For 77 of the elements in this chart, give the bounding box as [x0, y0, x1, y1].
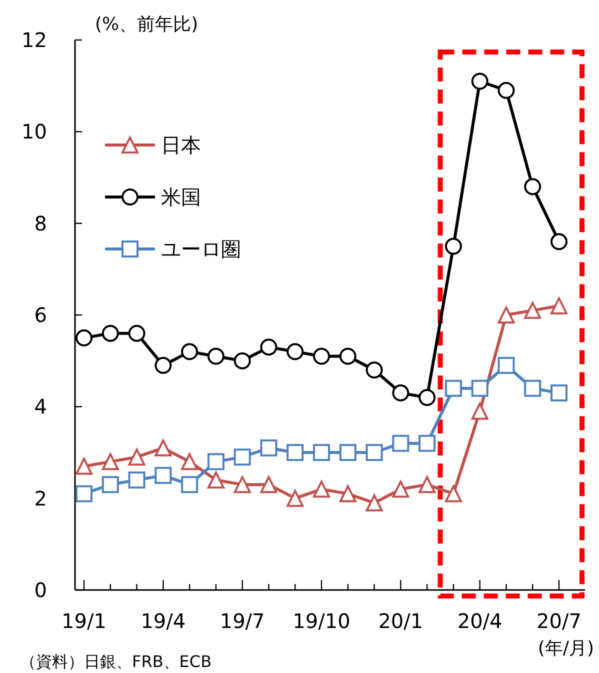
point: [286, 343, 304, 360]
point: [471, 402, 488, 420]
point: [260, 338, 278, 356]
y-tick-label: 6: [34, 303, 47, 327]
point: [313, 444, 330, 461]
point: [76, 458, 92, 475]
point: [260, 439, 278, 456]
point: [444, 485, 462, 502]
point: [102, 453, 119, 470]
y-tick-label: 0: [34, 578, 47, 602]
x-tick-label: 20/4: [457, 609, 502, 633]
point: [234, 352, 251, 370]
point: [154, 356, 172, 374]
point: [128, 448, 146, 466]
point: [154, 439, 172, 456]
y-tick-label: 2: [34, 486, 47, 510]
point: [234, 476, 251, 494]
point: [339, 348, 356, 365]
legend-label: ユーロ圏: [161, 237, 241, 261]
point: [392, 434, 410, 452]
point: [154, 466, 172, 484]
point: [76, 329, 92, 346]
point: [498, 356, 515, 374]
y-tick-label: 8: [34, 211, 47, 236]
point: [207, 472, 224, 488]
point: [418, 476, 436, 494]
point: [392, 480, 410, 498]
point: [550, 384, 568, 402]
point: [550, 297, 568, 314]
y-axis-title: (%、前年比): [95, 14, 198, 35]
point: [260, 476, 278, 494]
point: [366, 444, 383, 461]
point: [524, 380, 542, 397]
point: [181, 343, 198, 360]
point: [181, 453, 198, 470]
x-tick-label: 19/4: [140, 609, 186, 633]
point: [418, 434, 436, 452]
point: [524, 302, 542, 319]
x-tick-label: 19/10: [292, 609, 350, 633]
point: [313, 348, 330, 365]
point: [207, 348, 224, 365]
legend-label: 日本: [161, 133, 201, 157]
point: [471, 72, 488, 90]
point: [444, 238, 462, 255]
point: [550, 233, 568, 250]
text: （資料）日銀、FRB、ECB: [20, 652, 212, 671]
point: [339, 444, 356, 461]
point: [471, 380, 488, 397]
point: [392, 384, 410, 402]
point: [366, 494, 383, 512]
x-axis-title: (年/月): [538, 638, 594, 659]
point: [498, 306, 515, 324]
point: [286, 444, 304, 461]
point: [339, 485, 356, 502]
x-tick-label: 20/1: [378, 609, 424, 633]
legend-label: 米国: [161, 185, 201, 209]
point: [444, 380, 462, 397]
point: [76, 485, 92, 502]
point: [102, 476, 119, 494]
point: [498, 82, 515, 99]
y-tick-label: 10: [22, 120, 47, 144]
point: [128, 472, 146, 488]
point: [234, 448, 251, 466]
point: [313, 480, 330, 498]
x-tick-label: 19/1: [62, 609, 106, 633]
point: [286, 490, 304, 507]
point: [207, 453, 224, 470]
point: [102, 324, 119, 342]
y-tick-label: 12: [22, 28, 47, 52]
x-tick-label: 19/7: [220, 609, 265, 633]
point: [181, 476, 198, 494]
point: [418, 389, 436, 406]
point: [524, 178, 542, 196]
point: [366, 362, 383, 378]
point: [128, 324, 146, 342]
y-tick-label: 4: [34, 394, 47, 419]
x-tick-label: 20/7: [536, 609, 582, 633]
